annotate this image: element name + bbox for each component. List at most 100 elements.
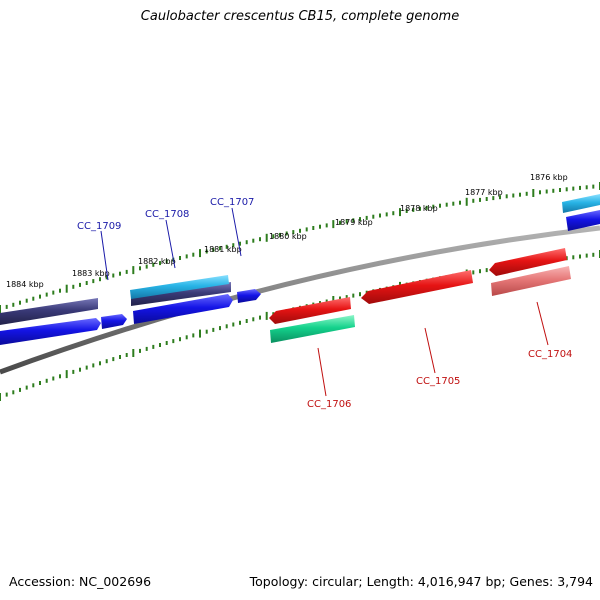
ruler-major-tick (199, 249, 201, 258)
ruler-minor-tick (472, 198, 475, 203)
ruler-minor-tick (25, 298, 28, 303)
ruler-tick-label: 1877 kbp (465, 188, 503, 197)
ruler-minor-tick (185, 335, 188, 340)
ruler-minor-tick (425, 205, 428, 210)
ruler-minor-tick (592, 252, 595, 257)
ruler-minor-tick (145, 264, 148, 269)
gene-labels: CC_1709 CC_1708 CC_1707 CC_1706 CC_1705 … (77, 197, 572, 410)
ruler-minor-tick (125, 269, 128, 274)
ruler-minor-tick (239, 241, 241, 246)
gene-feature-dark[interactable] (131, 282, 231, 306)
ruler-minor-tick (552, 188, 555, 193)
gene-arrow-forward[interactable] (566, 210, 600, 231)
ruler-minor-tick (179, 256, 181, 260)
forward-strand-genes (0, 210, 600, 345)
gene-feature-dark[interactable] (0, 298, 98, 325)
ruler-minor-tick (505, 194, 508, 199)
ruler-minor-tick (539, 190, 541, 195)
ruler-minor-tick (165, 341, 168, 345)
ruler-minor-tick (219, 326, 221, 331)
ruler-minor-tick (559, 188, 561, 192)
gene-arrow-reverse[interactable] (361, 270, 473, 304)
ruler-major-tick (65, 284, 68, 293)
ruler-minor-tick (359, 292, 361, 297)
ruler-minor-tick (565, 256, 568, 261)
ruler-tick-label: 1876 kbp (530, 173, 568, 182)
ruler-minor-tick (572, 186, 575, 191)
gene-feature-cyan[interactable] (130, 275, 229, 299)
ruler-minor-tick (119, 355, 121, 359)
ruler-minor-tick (319, 224, 321, 229)
ruler-minor-tick (259, 315, 261, 320)
gene-arrow-reverse[interactable] (269, 297, 351, 324)
gene-feature-pink[interactable] (491, 266, 571, 296)
ruler-minor-tick (159, 343, 161, 347)
ruler-minor-tick (499, 195, 501, 200)
ruler-minor-tick (359, 217, 361, 222)
ruler-major-tick (532, 189, 535, 197)
label-leader-line (165, 219, 176, 269)
ruler-minor-tick (485, 197, 488, 201)
ruler-tick-label: 1881 kbp (204, 245, 242, 254)
gene-arrow-forward[interactable] (101, 314, 127, 329)
ruler-tick-label: 1880 kbp (269, 232, 307, 241)
ruler-minor-tick (519, 192, 521, 197)
ruler-minor-tick (452, 201, 455, 206)
ruler-major-tick (465, 197, 468, 206)
ruler-minor-tick (192, 333, 195, 338)
ruler-minor-tick (252, 317, 255, 322)
ruler-minor-tick (592, 184, 595, 189)
ruler-minor-tick (112, 273, 115, 278)
ruler-minor-tick (125, 353, 128, 357)
ruler-minor-tick (45, 378, 48, 383)
ruler-minor-tick (25, 385, 28, 390)
ruler-minor-tick (432, 204, 435, 209)
ruler-minor-tick (32, 296, 35, 301)
gene-arrow-forward[interactable] (237, 289, 261, 303)
ruler-minor-tick (212, 327, 215, 332)
ruler-minor-tick (172, 339, 175, 344)
ruler-minor-tick (232, 243, 235, 248)
gene-arrow-forward[interactable] (0, 318, 101, 345)
ruler-minor-tick (205, 249, 208, 254)
ruler-minor-tick (72, 369, 75, 374)
label-leader-line (231, 207, 242, 257)
ruler-minor-tick (159, 261, 161, 266)
gene-label-cc-1704[interactable]: CC_1704 (528, 349, 572, 360)
ruler-minor-tick (19, 387, 21, 392)
gene-arrow-forward[interactable] (133, 294, 233, 324)
label-leader-line (100, 230, 109, 281)
ruler-minor-tick (79, 282, 81, 287)
map-title: Caulobacter crescentus CB15, complete ge… (140, 9, 460, 24)
ruler-minor-tick (252, 238, 255, 243)
ruler-minor-tick (565, 187, 568, 192)
ruler-major-tick (332, 296, 335, 304)
ruler-minor-tick (152, 262, 155, 267)
ruler-minor-tick (92, 279, 95, 284)
gene-feature-cyan[interactable] (562, 194, 600, 213)
ruler-minor-tick (272, 234, 275, 239)
gene-feature-teal[interactable] (270, 315, 355, 343)
ruler-minor-tick (285, 231, 288, 236)
ruler-minor-tick (5, 392, 8, 397)
ruler-minor-tick (85, 365, 88, 370)
gene-label-cc-1707[interactable]: CC_1707 (210, 197, 254, 208)
ruler-minor-tick (479, 269, 481, 274)
ruler-minor-tick (45, 292, 48, 297)
ruler-minor-tick (192, 252, 195, 257)
gene-label-cc-1706[interactable]: CC_1706 (307, 399, 351, 410)
ruler-minor-tick (325, 223, 328, 228)
gene-arrow-reverse[interactable] (489, 248, 567, 276)
ruler-minor-tick (585, 253, 588, 258)
ruler-minor-tick (312, 226, 315, 230)
ruler-minor-tick (412, 207, 415, 212)
ruler-minor-tick (259, 237, 261, 242)
gene-label-cc-1708[interactable]: CC_1708 (145, 209, 189, 220)
gene-label-cc-1705[interactable]: CC_1705 (416, 376, 460, 387)
ruler-minor-tick (119, 271, 121, 276)
ruler-minor-tick (299, 228, 301, 233)
ruler-tick-label: 1878 kbp (400, 204, 438, 213)
ruler-minor-tick (112, 357, 115, 362)
gene-label-cc-1709[interactable]: CC_1709 (77, 221, 121, 232)
